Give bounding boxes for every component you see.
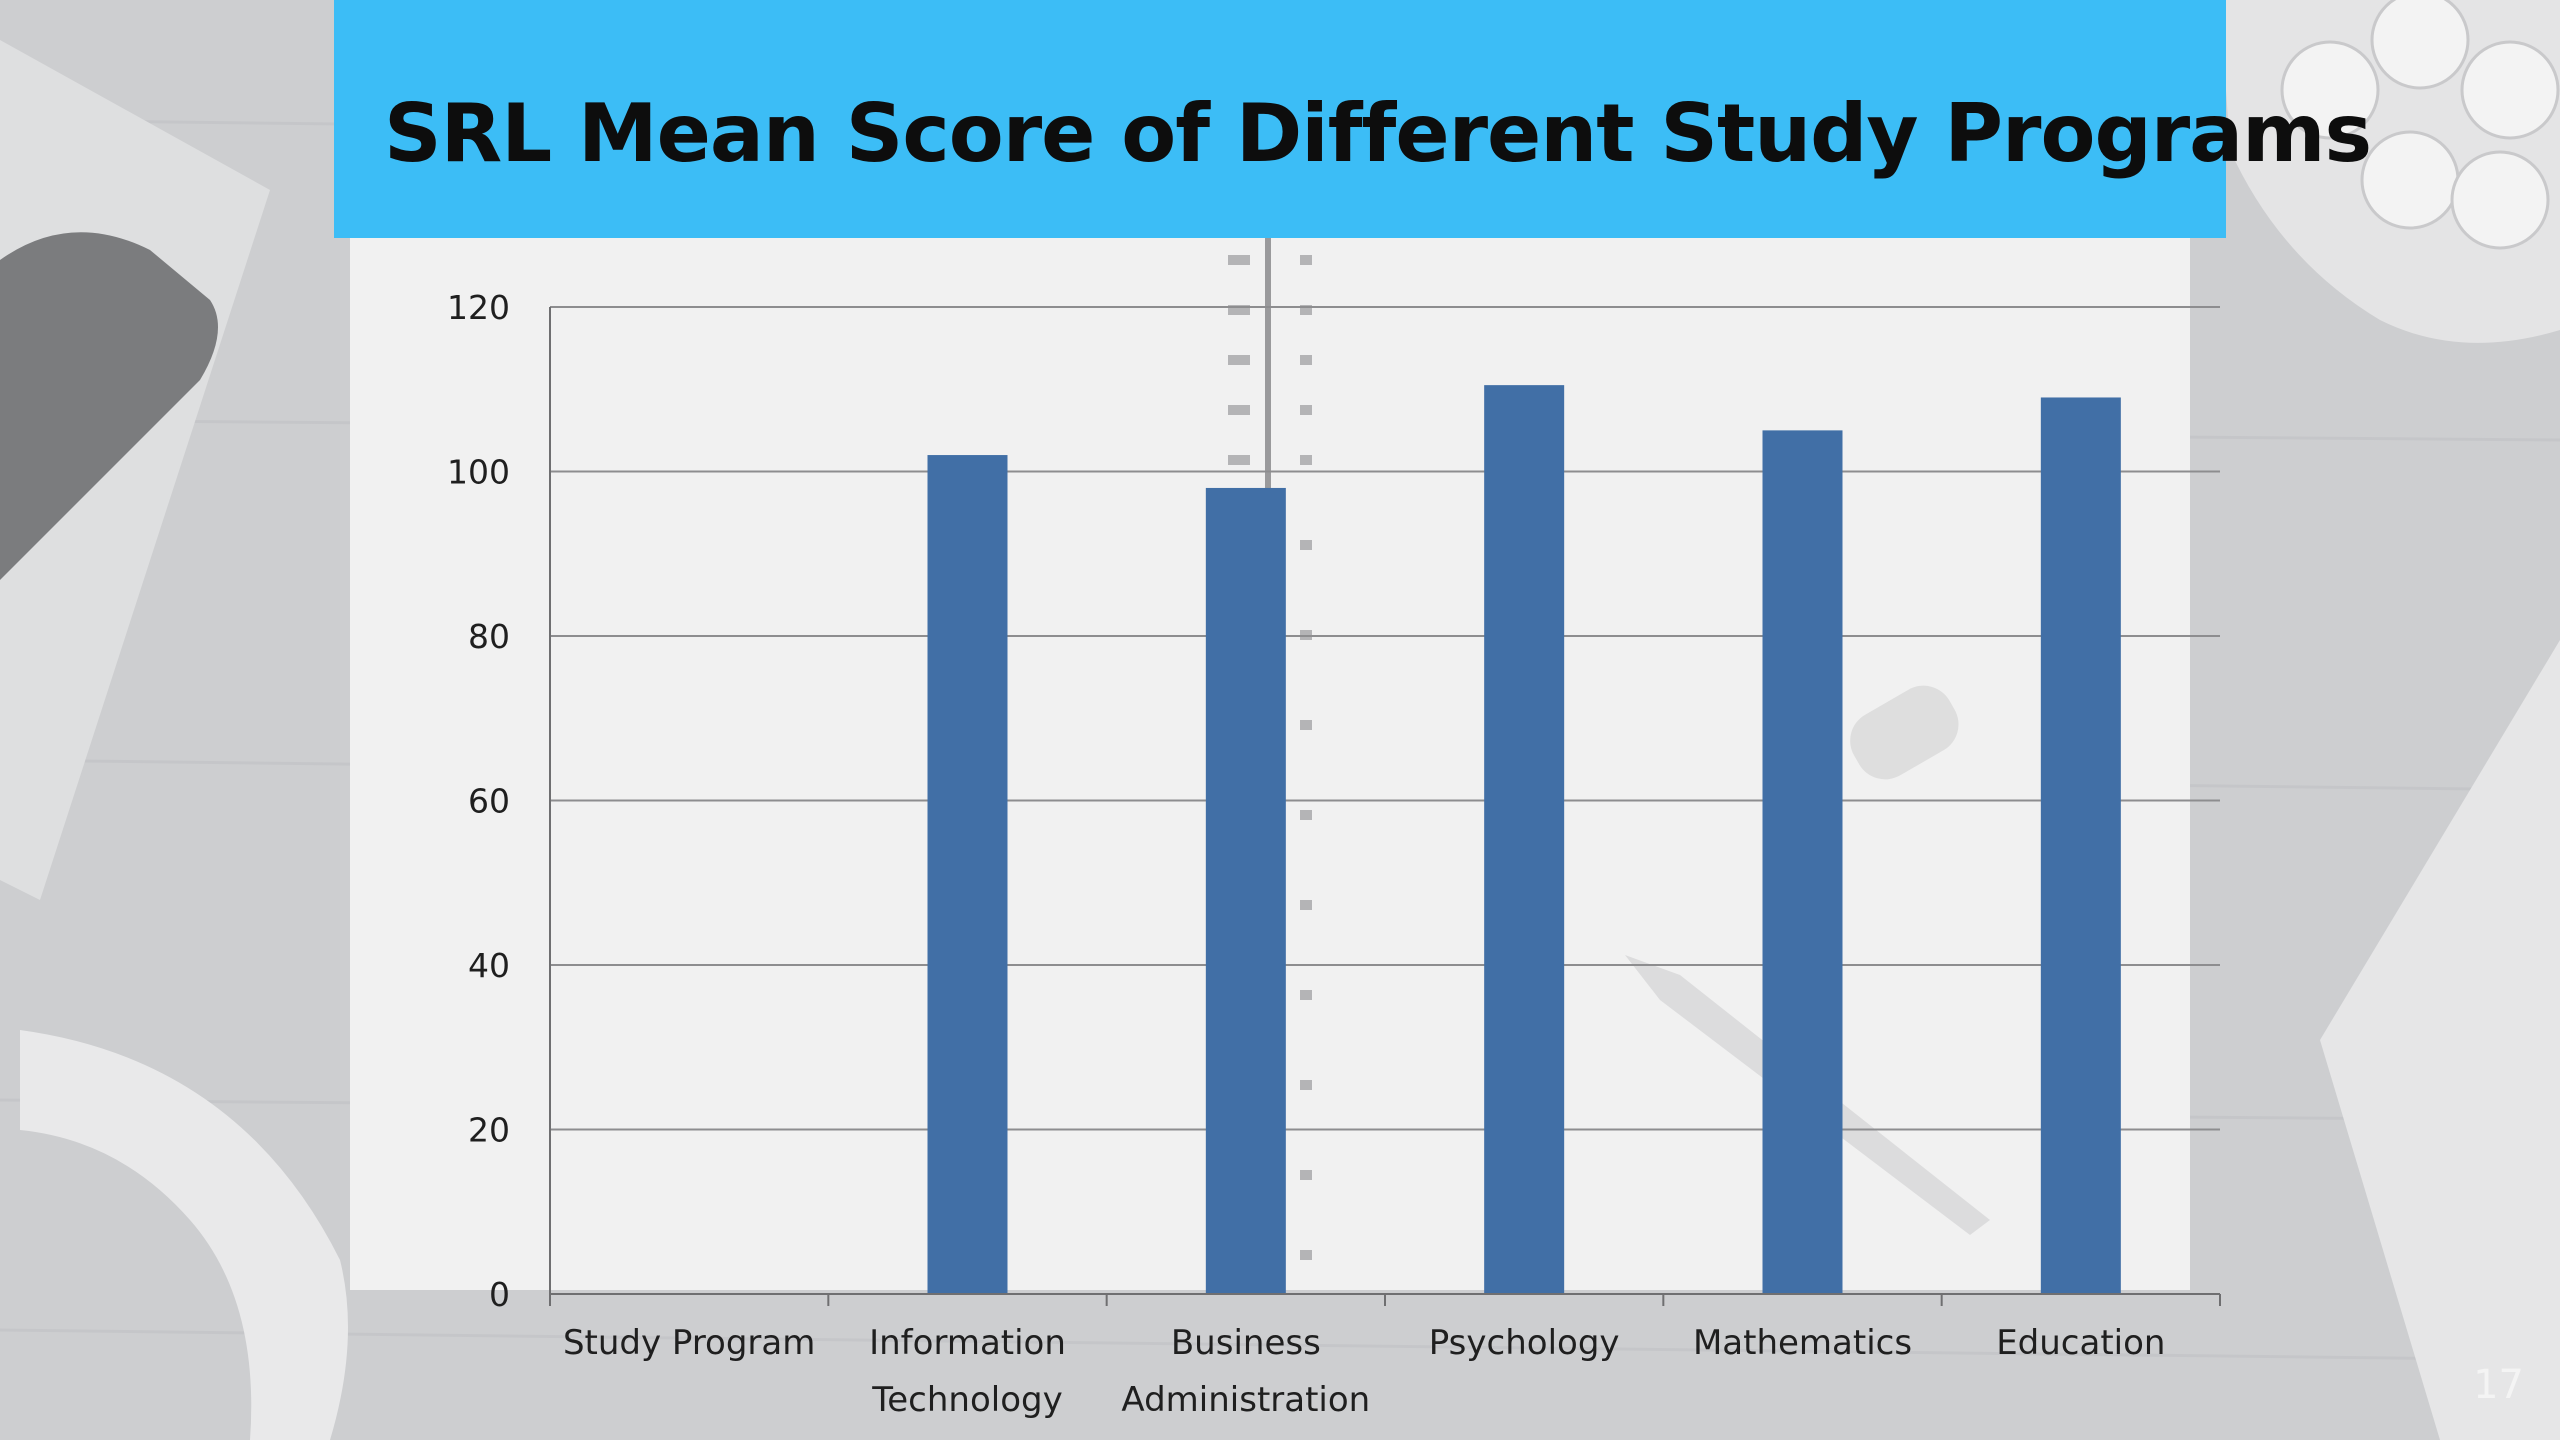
y-tick-label: 0 bbox=[489, 1275, 510, 1314]
slide-title: SRL Mean Score of Different Study Progra… bbox=[384, 87, 2372, 180]
bar bbox=[2040, 397, 2121, 1295]
x-category-label: Business bbox=[1171, 1323, 1321, 1363]
y-tick-label: 80 bbox=[468, 617, 510, 656]
axes bbox=[549, 307, 2221, 1306]
bar bbox=[1762, 430, 1843, 1294]
x-category-label: Administration bbox=[1121, 1380, 1370, 1420]
y-tick-label: 60 bbox=[468, 782, 510, 821]
x-axis-labels: Study Program Information Technology Busine… bbox=[563, 1323, 2166, 1420]
x-category-label: Psychology bbox=[1429, 1323, 1620, 1363]
grid-lines bbox=[550, 306, 2220, 1131]
x-category-label: Technology bbox=[871, 1380, 1062, 1420]
y-tick-label: 120 bbox=[447, 288, 510, 327]
y-tick-label: 20 bbox=[468, 1111, 510, 1150]
y-tick-label: 40 bbox=[468, 946, 510, 985]
page-number: 17 bbox=[2473, 1362, 2524, 1408]
title-banner: SRL Mean Score of Different Study Progra… bbox=[334, 0, 2372, 238]
y-tick-label: 100 bbox=[447, 453, 510, 492]
x-category-label: Study Program bbox=[563, 1323, 815, 1363]
bar bbox=[927, 455, 1008, 1294]
x-category-label: Education bbox=[1996, 1323, 2165, 1363]
y-axis-ticks: 0 20 40 60 80 100 120 bbox=[447, 288, 510, 1314]
bar bbox=[1484, 385, 1565, 1294]
x-category-label: Mathematics bbox=[1693, 1323, 1912, 1363]
bars bbox=[927, 385, 2121, 1295]
x-category-label: Information bbox=[869, 1323, 1066, 1363]
bar bbox=[1205, 487, 1286, 1294]
